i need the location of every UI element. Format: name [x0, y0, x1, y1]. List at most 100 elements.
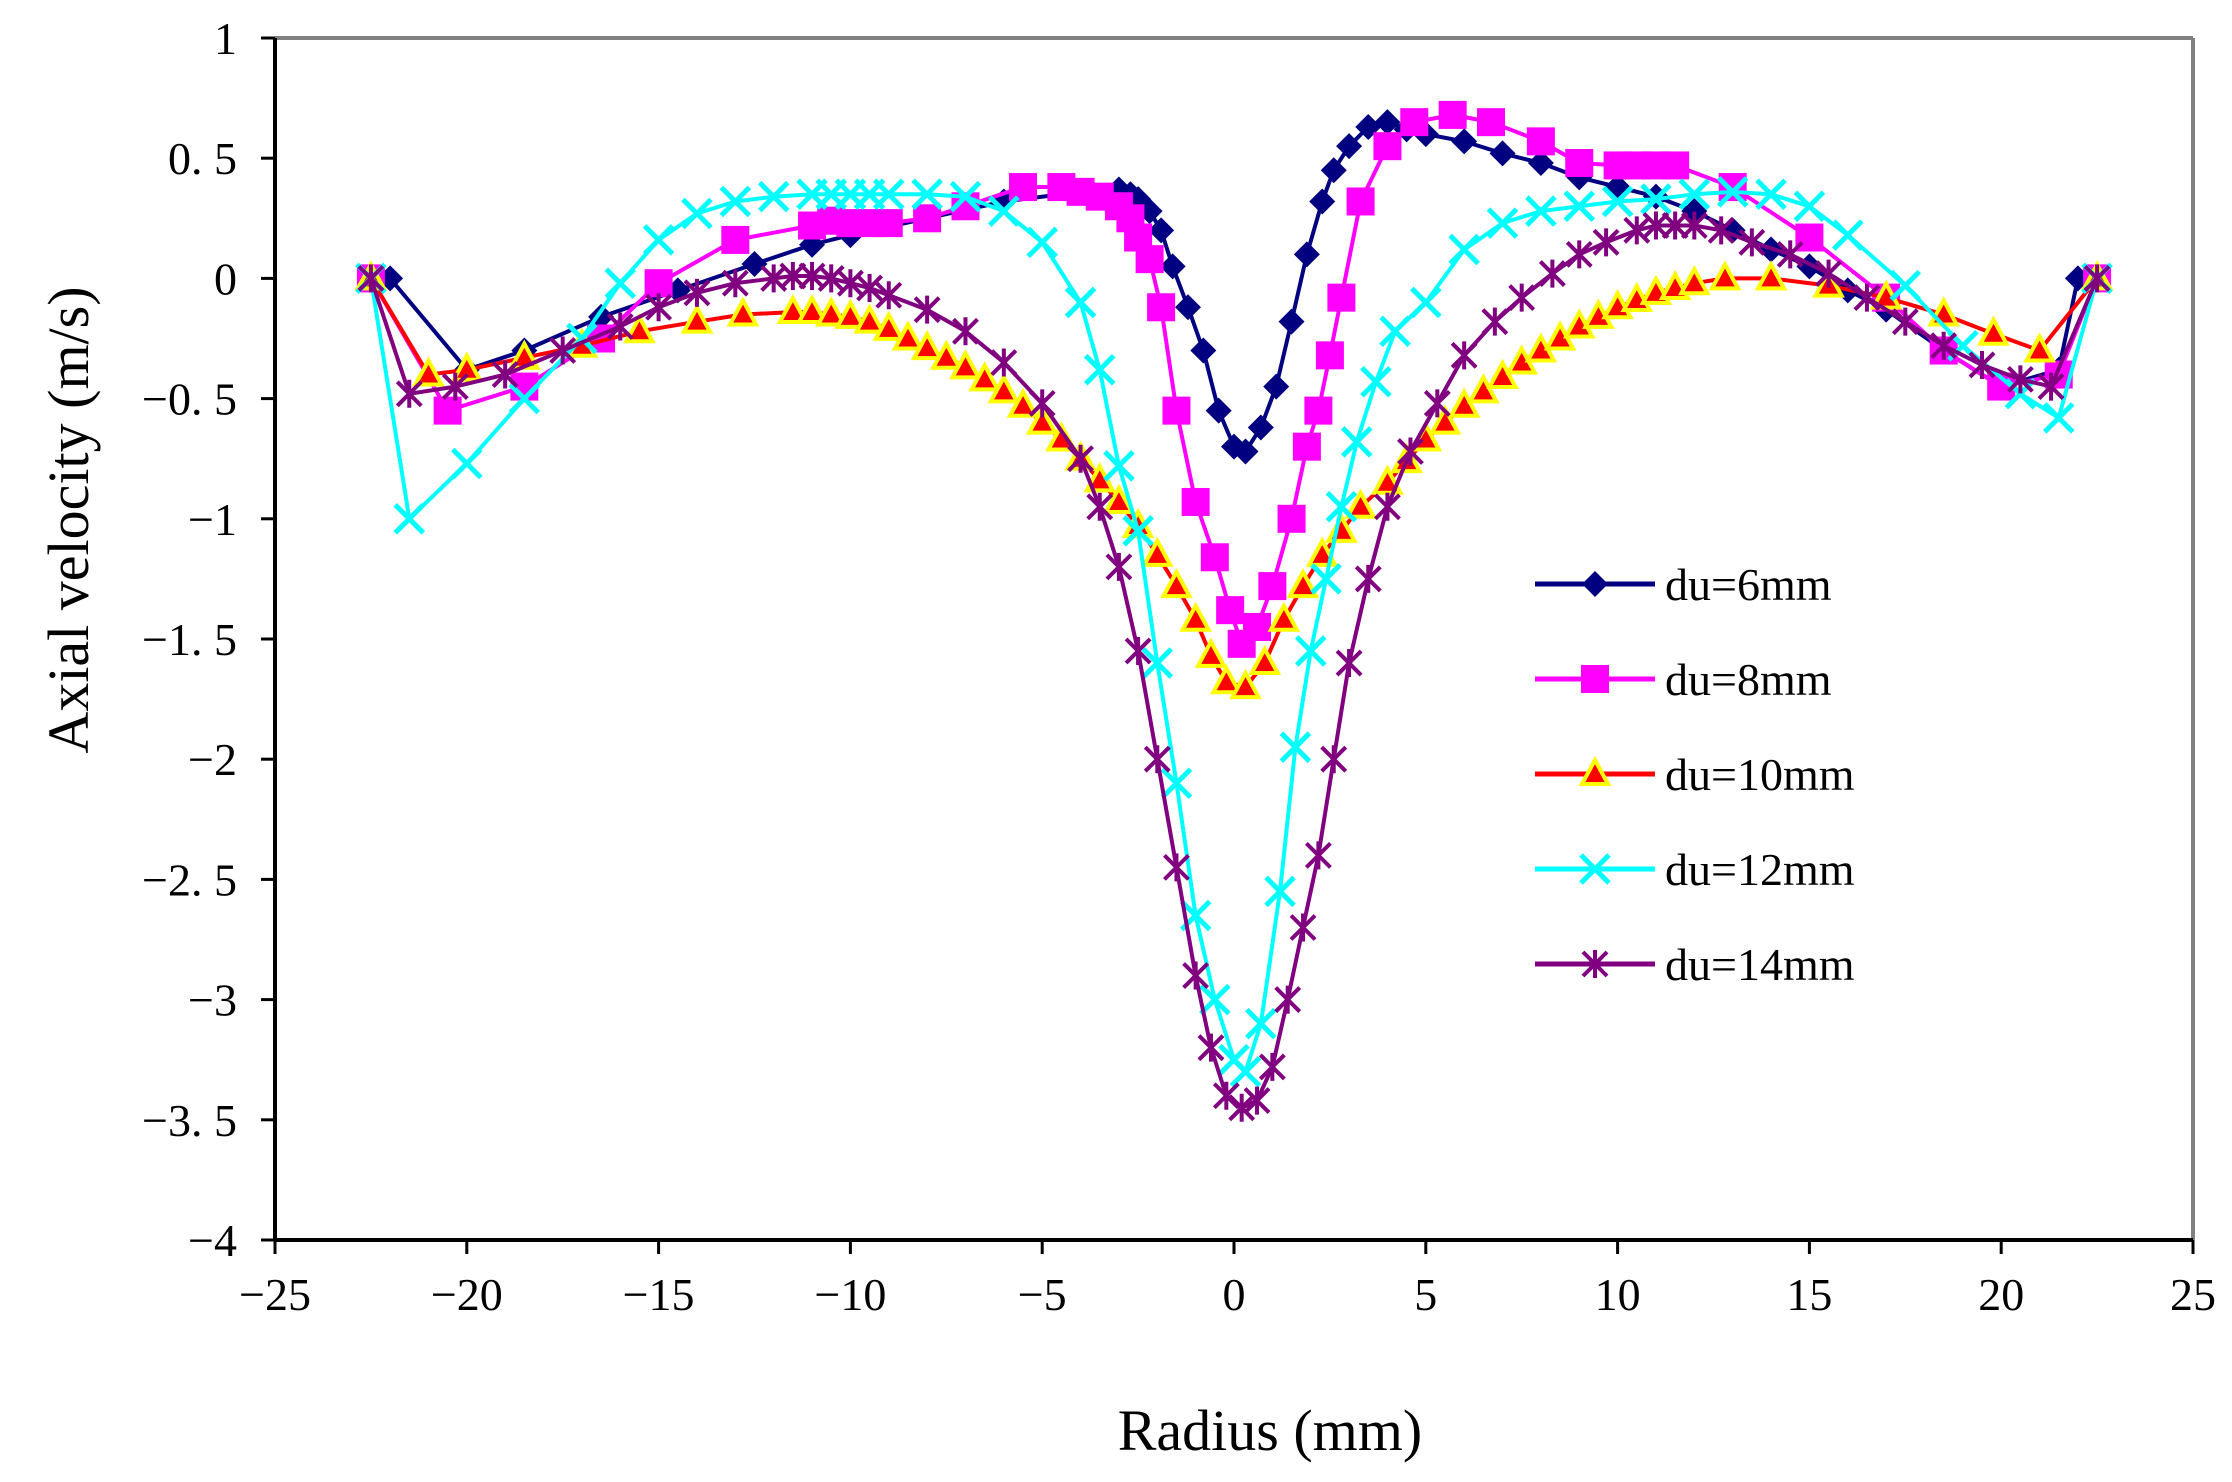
data-point [1354, 564, 1382, 593]
data-point [1360, 366, 1392, 398]
data-point [1327, 283, 1356, 312]
data-point [1102, 483, 1136, 514]
data-point [1451, 128, 1478, 155]
data-point [1718, 173, 1747, 202]
data-point [1486, 358, 1519, 389]
data-point [393, 503, 426, 535]
x-tick-label: 15 [1786, 1269, 1832, 1320]
data-point [1247, 414, 1274, 441]
y-tick-label: 1 [214, 13, 237, 64]
data-point [644, 269, 673, 298]
y-tick-label: 0 [214, 253, 237, 304]
data-point [1160, 567, 1193, 599]
data-point [1258, 1052, 1286, 1081]
data-point [1248, 644, 1282, 676]
data-point [1477, 108, 1506, 137]
data-point [1707, 216, 1735, 245]
y-ticks: 1 0. 5 0 −0. 5 −1 −1. 5 −2 −2. 5 −3 −3. 5 −4 [142, 13, 275, 1266]
data-point [1216, 596, 1245, 625]
x-tick-label: 0 [1223, 1269, 1246, 1320]
data-point [741, 250, 768, 277]
data-point [913, 295, 941, 324]
data-point [1067, 444, 1094, 473]
data-point [1205, 397, 1232, 424]
data-point [642, 224, 675, 256]
data-point [1199, 983, 1231, 1016]
data-point [491, 360, 519, 389]
data-point [1565, 149, 1594, 178]
data-point [2083, 264, 2111, 293]
series-du=14mm [357, 211, 2111, 1122]
data-point [1304, 396, 1333, 425]
legend-marker [1582, 571, 1608, 597]
y-tick-label: −0. 5 [142, 374, 237, 425]
y-tick-label: 0. 5 [168, 133, 237, 184]
data-point [1181, 487, 1210, 516]
data-point [911, 178, 943, 211]
data-point [1315, 341, 1344, 370]
data-point [1428, 404, 1462, 435]
data-point [949, 180, 982, 213]
data-point [1601, 185, 1634, 218]
data-point [757, 180, 790, 213]
legend-label: du=10mm [1665, 749, 1855, 800]
x-tick-label: −15 [623, 1269, 695, 1320]
data-point [1438, 100, 1467, 129]
data-point [1190, 337, 1217, 364]
data-point [1194, 637, 1228, 668]
legend-item: du=6mm [1535, 559, 1832, 610]
data-point [834, 298, 867, 329]
data-point [1755, 178, 1787, 211]
data-point [910, 329, 944, 361]
data-point [1346, 187, 1375, 216]
data-point [872, 310, 906, 341]
data-point [721, 269, 749, 298]
data-point [1563, 190, 1596, 223]
legend-item: du=14mm [1535, 939, 1855, 990]
data-point [1140, 536, 1174, 567]
y-tick-label: −3 [188, 975, 237, 1026]
data-point [1320, 157, 1347, 184]
data-point [1344, 488, 1377, 519]
data-point [1025, 404, 1059, 435]
data-point [1277, 504, 1306, 533]
data-point [987, 373, 1021, 404]
data-point [606, 312, 634, 341]
x-tick-label: 20 [1978, 1269, 2024, 1320]
data-point [1200, 543, 1229, 572]
data-point [1678, 178, 1711, 211]
data-point [1309, 188, 1336, 215]
data-point [1340, 426, 1373, 458]
data-point [508, 382, 541, 415]
series-line [369, 223, 2099, 1110]
data-point [1677, 265, 1711, 296]
data-point [450, 351, 484, 382]
data-point [1336, 133, 1363, 160]
data-point [1776, 240, 1804, 269]
data-point [1447, 387, 1481, 418]
x-ticks: −25 −20 −15 −10 −5 0 5 10 15 20 25 [239, 1240, 2216, 1320]
y-tick-label: −2. 5 [142, 854, 237, 905]
data-point [2037, 372, 2065, 401]
legend: du=6mm du=8mm du=10mm du=12mm du=14mm [1535, 559, 1855, 990]
x-tick-label: −10 [814, 1269, 886, 1320]
data-point [1006, 387, 1040, 418]
legend-label: du=6mm [1665, 559, 1832, 610]
data-point [719, 185, 752, 218]
data-point [1335, 649, 1363, 678]
data-point [1640, 183, 1672, 215]
data-point [549, 336, 577, 365]
data-point [1229, 668, 1262, 700]
data-point [1143, 745, 1171, 774]
data-point [2004, 378, 2037, 410]
data-point [1086, 492, 1114, 521]
data-point [1083, 353, 1116, 386]
data-point [1410, 286, 1442, 319]
data-point [1661, 211, 1689, 240]
data-point [795, 293, 829, 325]
data-point [1448, 233, 1480, 266]
data-point [1289, 913, 1317, 942]
data-point [1028, 389, 1056, 418]
y-tick-label: −1. 5 [142, 614, 237, 665]
data-point [1179, 601, 1212, 632]
